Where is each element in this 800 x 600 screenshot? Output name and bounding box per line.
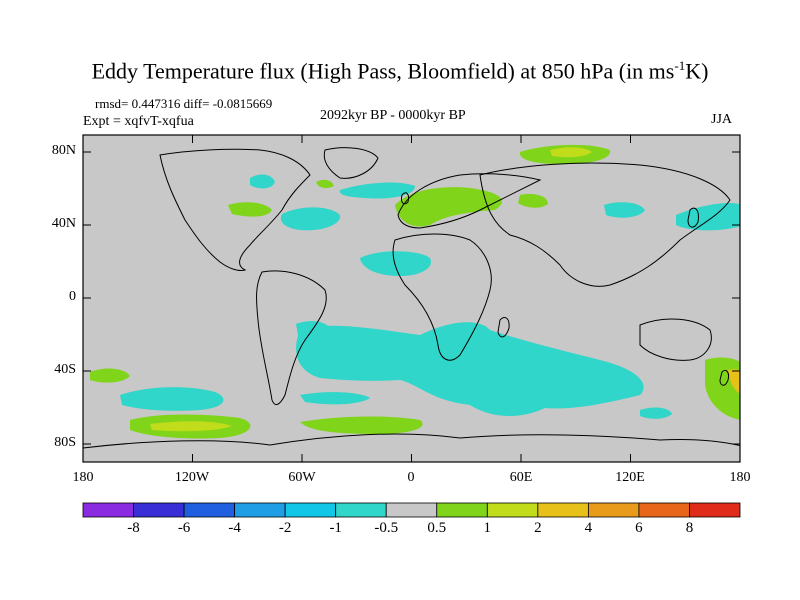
colorbar (82, 502, 741, 518)
cyan-patch-hudson (250, 174, 275, 189)
colorbar-label: -1 (329, 520, 342, 536)
period-label: 2092kyr BP - 0000kyr BP (320, 108, 466, 123)
colorbar-label: 4 (584, 520, 593, 536)
cyan-patch-north-atlantic (280, 207, 341, 231)
north-america-coast (159, 148, 311, 271)
lat-label-40n: 40N (51, 216, 76, 231)
lon-label-180e: 180 (729, 470, 751, 485)
africa-coast (392, 233, 492, 361)
uk-coast (401, 192, 409, 205)
lon-ticks (82, 135, 741, 462)
cyan-patch-north-atlantic-east (339, 182, 415, 199)
lat-ticks (83, 151, 740, 445)
cyan-patch-west-pacific (604, 202, 645, 218)
colorbar-label: 2 (534, 520, 542, 536)
cyan-patch-south-atlantic-indian (296, 322, 644, 416)
south-america-coast (256, 270, 327, 406)
cyan-patch-north-pacific (676, 203, 740, 231)
colorbar-label: -6 (177, 520, 191, 536)
colorbar-swatch (436, 502, 488, 518)
plot-title: Eddy Temperature flux (High Pass, Bloomf… (0, 58, 800, 84)
asia-coast (479, 162, 731, 287)
antarctica-coast (83, 433, 740, 449)
australia-coast (639, 318, 712, 361)
colorbar-swatch (284, 502, 337, 518)
green-patch-south-america (90, 368, 130, 383)
lat-label-80n: 80N (51, 143, 76, 158)
colorbar-label: 0.5 (427, 520, 447, 536)
colorbar-label: 8 (685, 520, 694, 536)
colorbar-swatch (133, 502, 185, 518)
lon-label-60e: 60E (509, 470, 533, 485)
lon-label-0: 0 (407, 470, 415, 485)
lat-label-eq: 0 (69, 289, 76, 304)
colorbar-label: -8 (127, 520, 140, 536)
cyan-patch-tropical-atlantic (360, 251, 431, 276)
madagascar-coast (497, 317, 510, 338)
colorbar-label: 6 (635, 520, 643, 536)
colorbar-label: -0.5 (374, 520, 399, 536)
experiment-label: Expt = xqfvT-xqfua (83, 114, 194, 129)
green-patch-north-america (228, 202, 272, 217)
colorbar-label: 1 (483, 520, 492, 536)
season-label: JJA (711, 112, 733, 127)
colorbar-swatch (183, 502, 236, 518)
lon-label-120e: 120E (615, 470, 645, 485)
japan-coast (687, 207, 699, 228)
greenland-coast (323, 147, 379, 179)
yellow-patch-australia-east (728, 369, 740, 394)
yellow-patch-siberia (550, 147, 592, 158)
colorbar-swatch (689, 502, 741, 518)
positive-anomaly-patches (90, 144, 740, 439)
colorbar-swatch (335, 502, 387, 518)
colorbar-swatch (234, 502, 286, 518)
colorbar-swatch (638, 502, 690, 518)
green-patch-europe (395, 187, 502, 227)
lon-label-180w: 180 (72, 470, 94, 485)
cyan-patch-southern-ocean-east (640, 407, 672, 419)
green-patch-asia (518, 194, 548, 208)
colorbar-swatch (385, 502, 438, 518)
map-plot-area (83, 135, 740, 462)
colorbar-swatch (587, 502, 640, 518)
lat-label-40s: 40S (54, 362, 76, 377)
negative-anomaly-patches (120, 174, 740, 419)
yellow-patch-antarctic-belt-west (150, 421, 232, 432)
new-zealand-coast (719, 369, 729, 386)
colorbar-swatch (537, 502, 589, 518)
colorbar-label: -4 (228, 520, 241, 536)
green-patch-antarctic-belt-center (300, 416, 423, 434)
cyan-patch-southern-ocean-west (120, 387, 224, 411)
cyan-patch-southern-ocean-center (300, 392, 370, 405)
europe-coast (397, 173, 542, 229)
lon-label-60w: 60W (288, 470, 316, 485)
stats-label: rmsd= 0.447316 diff= -0.0815669 (95, 96, 273, 111)
title-superscript: -1 (674, 58, 686, 73)
title-text: Eddy Temperature flux (High Pass, Bloomf… (91, 58, 675, 84)
title-unit: K) (685, 58, 709, 84)
colorbar-swatch (82, 502, 134, 518)
colorbar-label: -2 (278, 520, 292, 536)
coastlines (83, 147, 740, 449)
colorbar-swatch (486, 502, 539, 518)
green-patch-arctic (316, 179, 334, 189)
lat-label-80s: 80S (54, 435, 76, 450)
lon-label-120w: 120W (174, 470, 210, 485)
